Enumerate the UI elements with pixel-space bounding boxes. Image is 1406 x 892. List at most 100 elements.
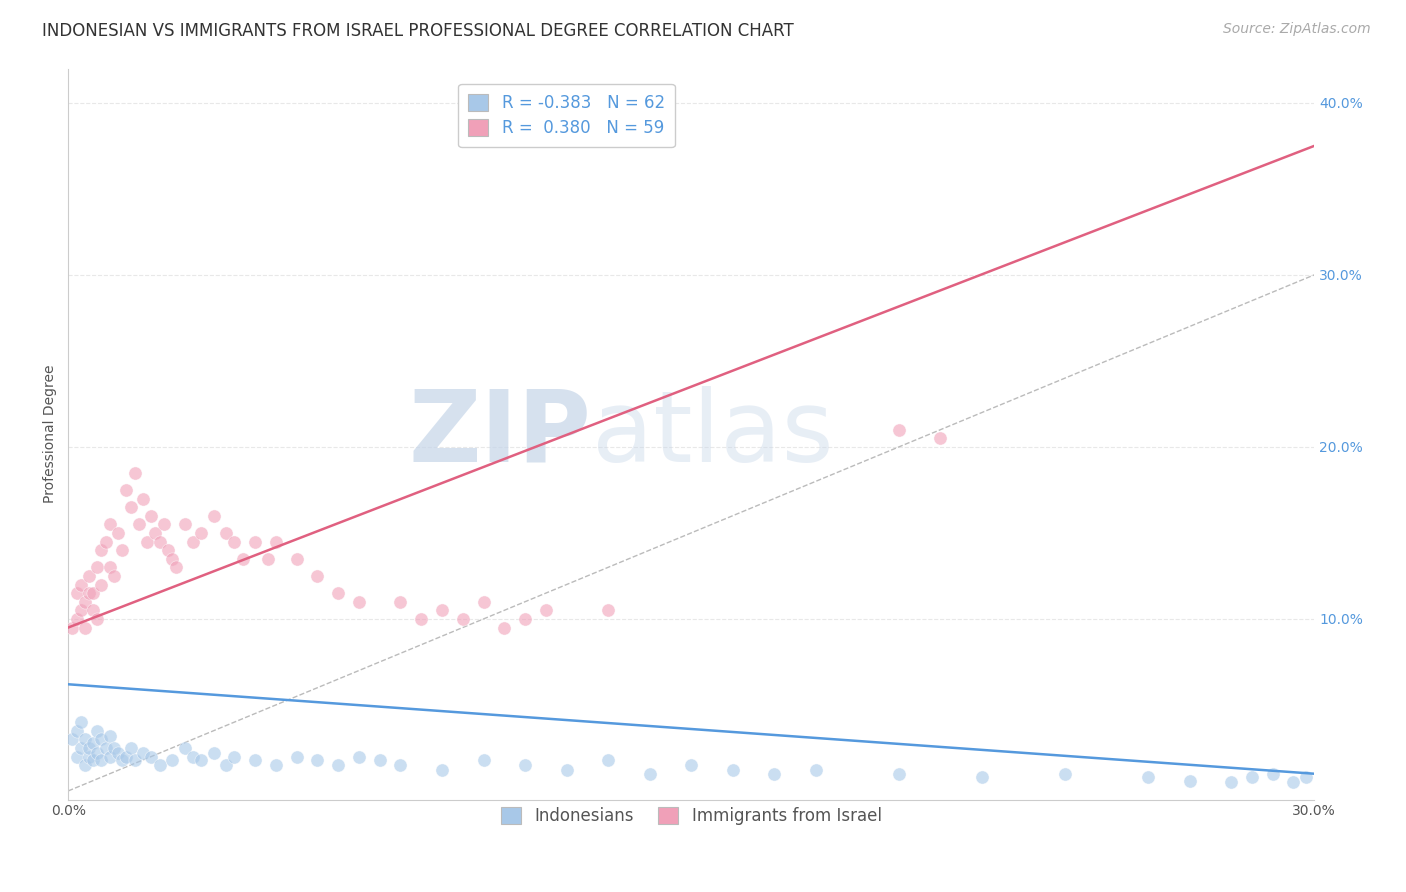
Text: ZIP: ZIP: [409, 385, 592, 483]
Point: [264, 758, 287, 772]
Point: [190, 525, 212, 540]
Point: [73, 595, 96, 609]
Point: [598, 753, 620, 767]
Point: [115, 749, 138, 764]
Point: [243, 753, 266, 767]
Point: [128, 517, 150, 532]
Point: [534, 603, 557, 617]
Point: [94, 740, 117, 755]
Point: [90, 732, 112, 747]
Point: [411, 612, 433, 626]
Point: [149, 758, 172, 772]
Point: [285, 749, 308, 764]
Point: [82, 586, 104, 600]
Point: [65, 723, 87, 738]
Point: [513, 758, 536, 772]
Y-axis label: Professional Degree: Professional Degree: [44, 365, 58, 503]
Point: [107, 525, 129, 540]
Point: [73, 621, 96, 635]
Point: [132, 491, 155, 506]
Point: [202, 746, 225, 760]
Point: [472, 753, 495, 767]
Point: [307, 569, 329, 583]
Point: [73, 732, 96, 747]
Point: [368, 753, 391, 767]
Point: [1053, 766, 1076, 780]
Point: [264, 534, 287, 549]
Point: [224, 534, 246, 549]
Point: [77, 569, 100, 583]
Point: [472, 595, 495, 609]
Point: [98, 517, 121, 532]
Point: [94, 534, 117, 549]
Point: [86, 560, 108, 574]
Point: [598, 603, 620, 617]
Point: [77, 586, 100, 600]
Point: [136, 534, 159, 549]
Point: [141, 508, 163, 523]
Point: [132, 746, 155, 760]
Point: [82, 753, 104, 767]
Point: [165, 560, 187, 574]
Point: [1240, 770, 1263, 784]
Point: [389, 595, 412, 609]
Point: [77, 740, 100, 755]
Point: [111, 753, 134, 767]
Point: [141, 749, 163, 764]
Point: [763, 766, 786, 780]
Point: [389, 758, 412, 772]
Point: [86, 723, 108, 738]
Point: [98, 749, 121, 764]
Point: [202, 508, 225, 523]
Point: [328, 586, 350, 600]
Point: [173, 740, 195, 755]
Point: [98, 729, 121, 743]
Point: [111, 543, 134, 558]
Point: [181, 534, 204, 549]
Point: [232, 551, 254, 566]
Point: [555, 764, 578, 778]
Point: [681, 758, 703, 772]
Point: [513, 612, 536, 626]
Point: [69, 740, 91, 755]
Point: [887, 423, 910, 437]
Point: [307, 753, 329, 767]
Point: [115, 483, 138, 497]
Point: [638, 766, 661, 780]
Point: [1178, 773, 1201, 788]
Point: [1295, 770, 1317, 784]
Point: [86, 612, 108, 626]
Point: [156, 543, 179, 558]
Point: [181, 749, 204, 764]
Point: [256, 551, 278, 566]
Point: [120, 740, 142, 755]
Point: [215, 525, 238, 540]
Point: [90, 753, 112, 767]
Point: [1261, 766, 1284, 780]
Point: [285, 551, 308, 566]
Point: [82, 603, 104, 617]
Point: [160, 551, 183, 566]
Point: [103, 740, 125, 755]
Point: [721, 764, 744, 778]
Point: [65, 749, 87, 764]
Point: [145, 525, 167, 540]
Point: [1282, 775, 1305, 789]
Point: [149, 534, 172, 549]
Point: [90, 577, 112, 591]
Point: [98, 560, 121, 574]
Point: [124, 466, 146, 480]
Point: [60, 621, 83, 635]
Point: [190, 753, 212, 767]
Point: [107, 746, 129, 760]
Point: [970, 770, 993, 784]
Point: [173, 517, 195, 532]
Point: [77, 749, 100, 764]
Point: [60, 732, 83, 747]
Legend: Indonesians, Immigrants from Israel: Indonesians, Immigrants from Israel: [491, 797, 891, 835]
Point: [451, 612, 474, 626]
Point: [90, 543, 112, 558]
Point: [347, 749, 370, 764]
Point: [124, 753, 146, 767]
Point: [215, 758, 238, 772]
